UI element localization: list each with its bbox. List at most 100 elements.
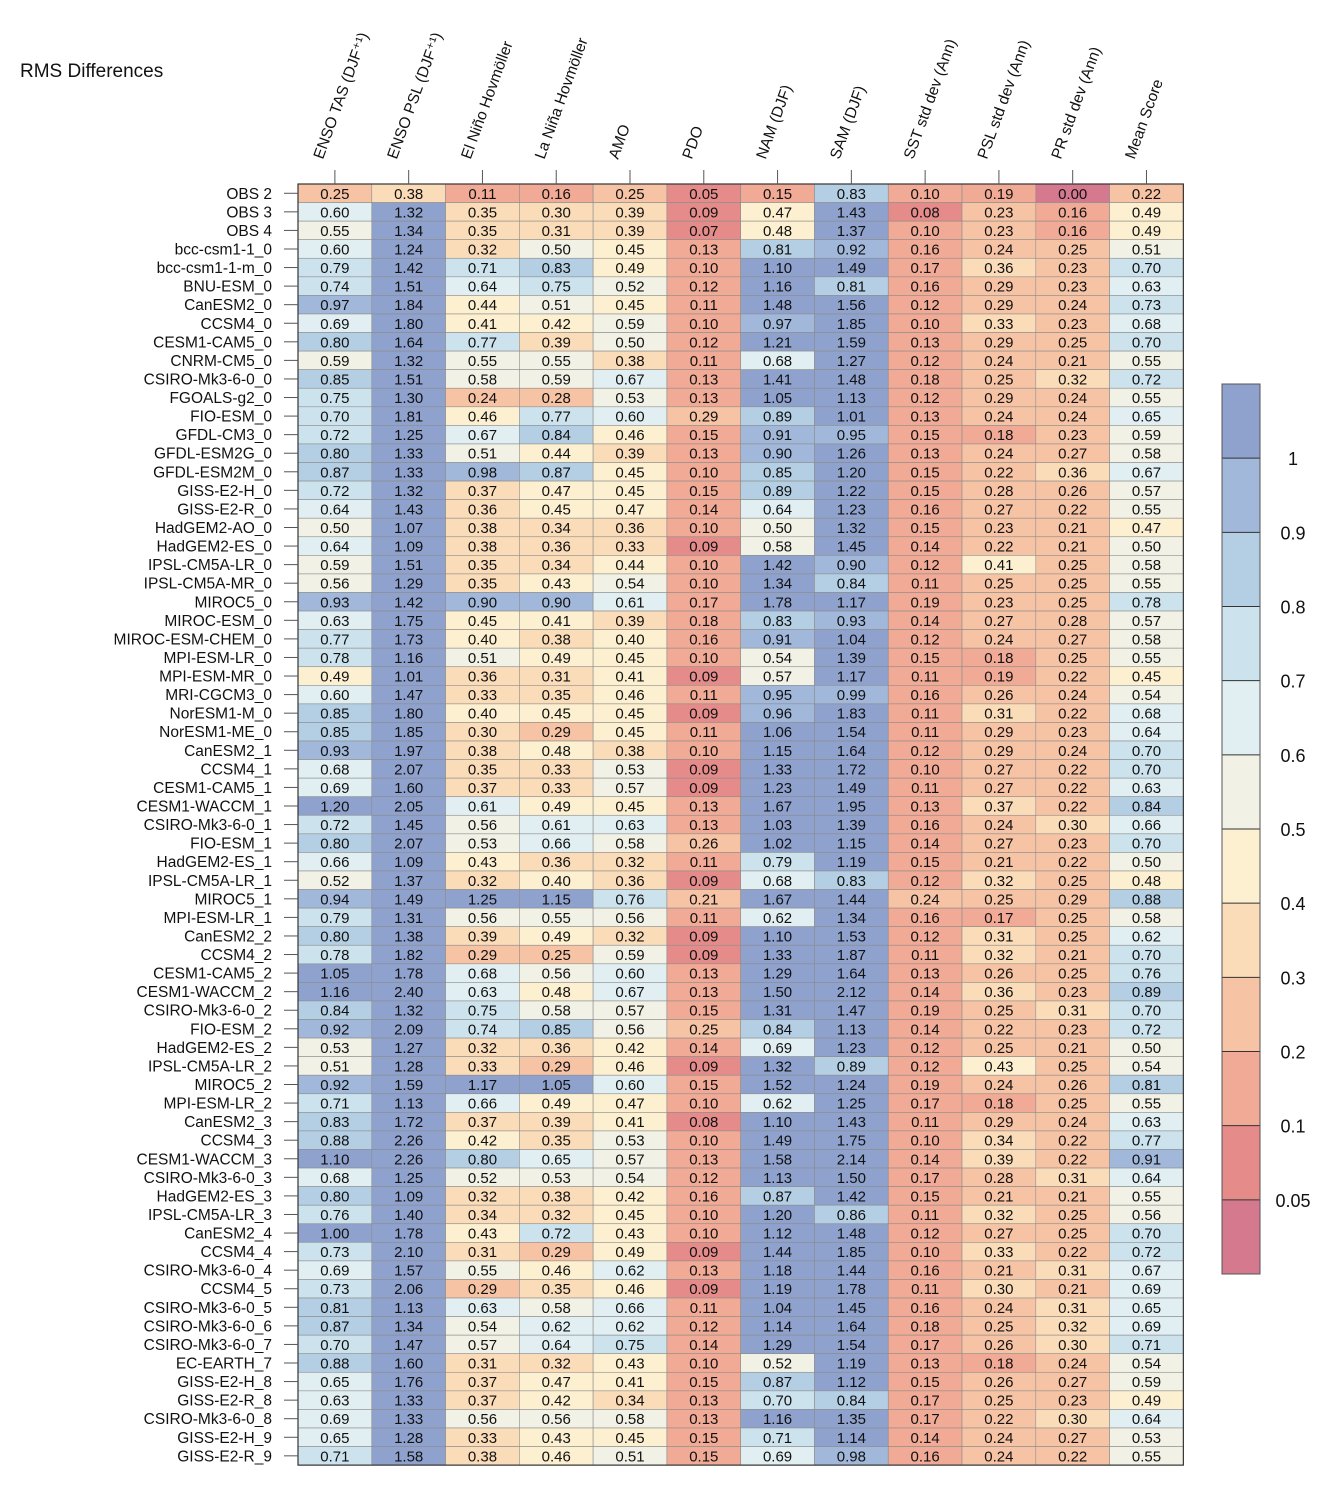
cell-value-label: 0.36 [542, 854, 571, 871]
cell-value-label: 0.09 [689, 761, 718, 778]
row-label: CCSM4_4 [201, 1244, 273, 1261]
cell-value-label: 0.33 [984, 316, 1013, 333]
cell-value-label: 1.37 [837, 223, 866, 240]
cell-value-label: 0.25 [615, 186, 644, 203]
cell-value-label: 0.12 [689, 1170, 718, 1187]
column-label: ENSO PSL (DJF⁺¹) [384, 30, 446, 161]
cell-value-label: 0.32 [984, 947, 1013, 964]
row-label: MPI-ESM-LR_2 [163, 1096, 272, 1113]
cell-value-label: 0.71 [1132, 1337, 1161, 1354]
cell-value-label: 0.45 [542, 706, 571, 723]
cell-value-label: 0.65 [1132, 1300, 1161, 1317]
cell-value-label: 0.09 [689, 706, 718, 723]
cell-value-label: 0.35 [468, 576, 497, 593]
cell-value-label: 1.34 [394, 1318, 423, 1335]
cell-value-label: 0.36 [542, 1040, 571, 1057]
cell-value-label: 0.91 [1132, 1151, 1161, 1168]
cell-value-label: 0.25 [984, 1040, 1013, 1057]
cell-value-label: 0.10 [689, 464, 718, 481]
cell-value-label: 1.29 [763, 966, 792, 983]
cell-value-label: 0.42 [615, 1188, 644, 1205]
cell-value-label: 0.19 [911, 594, 940, 611]
cell-value-label: 1.30 [394, 390, 423, 407]
cell-value-label: 0.22 [984, 539, 1013, 556]
cell-value-label: 0.42 [542, 316, 571, 333]
cell-value-label: 0.29 [984, 1114, 1013, 1131]
colorbar-segment [1222, 829, 1260, 904]
cell-value-label: 0.31 [1058, 1263, 1087, 1280]
cell-value-label: 0.87 [320, 464, 349, 481]
cell-value-label: 0.72 [1132, 1244, 1161, 1261]
row-label: GISS-E2-H_9 [177, 1430, 272, 1447]
cell-value-label: 0.25 [1058, 594, 1087, 611]
cell-value-label: 0.34 [984, 1133, 1013, 1150]
row-label: CanESM2_3 [184, 1114, 272, 1131]
row-label: GISS-E2-R_0 [177, 501, 272, 518]
cell-value-label: 1.05 [763, 390, 792, 407]
row-label: CESM1-CAM5_2 [153, 966, 272, 983]
cell-value-label: 0.31 [984, 706, 1013, 723]
cell-value-label: 1.12 [837, 1374, 866, 1391]
cell-value-label: 0.11 [690, 687, 718, 704]
cell-value-label: 0.25 [984, 1318, 1013, 1335]
cell-value-label: 0.19 [984, 669, 1013, 686]
cell-value-label: 0.29 [984, 297, 1013, 314]
cell-value-label: 0.73 [320, 1281, 349, 1298]
cell-value-label: 0.84 [542, 427, 571, 444]
cell-value-label: 0.60 [320, 204, 349, 221]
cell-value-label: 0.45 [615, 798, 644, 815]
cell-value-label: 0.56 [468, 817, 497, 834]
cell-value-label: 0.62 [542, 1318, 571, 1335]
cell-value-label: 1.10 [763, 260, 792, 277]
cell-value-label: 0.29 [984, 743, 1013, 760]
cell-value-label: 1.17 [468, 1077, 497, 1094]
cell-value-label: 1.78 [763, 594, 792, 611]
cell-value-label: 0.10 [911, 316, 940, 333]
cell-value-label: 1.35 [837, 1411, 866, 1428]
cell-value-label: 0.56 [320, 576, 349, 593]
cell-value-label: 0.55 [320, 223, 349, 240]
cell-value-label: 0.23 [984, 520, 1013, 537]
cell-value-label: 0.11 [911, 1281, 939, 1298]
cell-value-label: 0.15 [763, 186, 792, 203]
cell-value-label: 0.30 [1058, 1411, 1087, 1428]
cell-value-label: 0.91 [763, 631, 792, 648]
cell-value-label: 0.13 [911, 1356, 940, 1373]
row-label: CESM1-WACCM_3 [137, 1151, 273, 1168]
cell-value-label: 1.23 [837, 1040, 866, 1057]
cell-value-label: 0.40 [542, 873, 571, 890]
cell-value-label: 0.36 [542, 539, 571, 556]
cell-value-label: 1.25 [468, 891, 497, 908]
cell-value-label: 1.73 [394, 631, 423, 648]
row-label: HadGEM2-ES_1 [157, 854, 272, 871]
cell-value-label: 0.22 [1058, 798, 1087, 815]
cell-value-label: 1.43 [837, 1114, 866, 1131]
cell-value-label: 0.27 [1058, 1374, 1087, 1391]
cell-value-label: 0.24 [984, 409, 1013, 426]
cell-value-label: 1.60 [394, 780, 423, 797]
cell-value-label: 0.34 [468, 1207, 497, 1224]
cell-value-label: 0.58 [1132, 557, 1161, 574]
cell-value-label: 0.68 [763, 353, 792, 370]
cell-value-label: 0.57 [763, 669, 792, 686]
cell-value-label: 0.16 [911, 1300, 940, 1317]
cell-value-label: 0.23 [1058, 724, 1087, 741]
cell-value-label: 0.48 [763, 223, 792, 240]
cell-value-label: 0.13 [689, 817, 718, 834]
cell-value-label: 0.36 [1058, 464, 1087, 481]
cell-value-label: 0.41 [542, 613, 571, 630]
cell-value-label: 0.69 [320, 780, 349, 797]
cell-value-label: 0.18 [911, 371, 940, 388]
cell-value-label: 0.21 [689, 891, 718, 908]
column-label: PSL std dev (Ann) [975, 38, 1034, 161]
column-label: AMO [606, 122, 634, 161]
cell-value-label: 0.15 [911, 650, 940, 667]
cell-value-label: 0.45 [615, 706, 644, 723]
cell-value-label: 0.15 [911, 854, 940, 871]
cell-value-label: 0.25 [1058, 966, 1087, 983]
cell-value-label: 0.67 [1132, 1263, 1161, 1280]
cell-value-label: 0.33 [468, 687, 497, 704]
cell-value-label: 0.45 [1132, 669, 1161, 686]
cell-value-label: 0.33 [468, 1430, 497, 1447]
cell-value-label: 0.15 [911, 483, 940, 500]
